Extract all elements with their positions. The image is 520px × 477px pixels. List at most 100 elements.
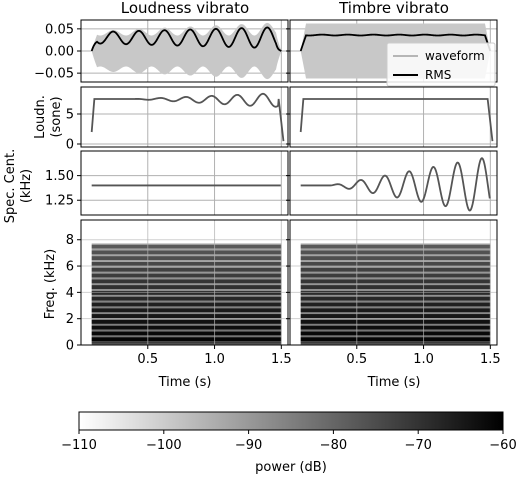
ytick-label: 0.05 xyxy=(45,22,74,37)
ytick-label: 2 xyxy=(66,312,74,327)
plot-panels: 0.05 0.00 −0.05 5 0 1.50 1.25 8 6 4 2 0 0.5 1.0 1.5 0.5… xyxy=(34,19,501,367)
ytick-label: 5 xyxy=(66,108,74,123)
rms-line xyxy=(299,33,492,52)
ylabel-centroid-line1: Spec. Cent. xyxy=(3,149,18,223)
harmonic-band xyxy=(300,256,491,261)
harmonic-band xyxy=(300,279,491,284)
ytick-label: 0 xyxy=(66,138,74,153)
colorbar-tick-label: −80 xyxy=(320,438,347,453)
harmonic-halo xyxy=(300,272,491,280)
harmonic-band xyxy=(91,308,282,313)
ytick-label: 0 xyxy=(66,339,74,354)
harmonic-halo xyxy=(300,295,491,303)
xtick-label: 1.0 xyxy=(413,352,434,367)
harmonic-halo xyxy=(91,283,282,291)
xtick-label: 1.5 xyxy=(271,352,292,367)
harmonic-halo xyxy=(91,266,282,274)
axes-frame xyxy=(289,86,498,148)
harmonic-halo xyxy=(300,300,491,308)
harmonic-band xyxy=(300,337,491,342)
axes-frame xyxy=(80,219,289,346)
harmonic-band xyxy=(91,341,282,345)
harmonic-halo xyxy=(91,277,282,285)
harmonic-halo xyxy=(91,318,282,326)
harmonic-band xyxy=(91,319,282,324)
loudness-line xyxy=(90,92,285,142)
harmonic-halo xyxy=(91,300,282,308)
harmonic-band xyxy=(300,319,491,324)
harmonic-halo xyxy=(300,248,491,256)
harmonic-band xyxy=(91,337,282,342)
ylabel-loudness: Loudn. (sone) xyxy=(33,95,64,139)
harmonic-halo xyxy=(300,318,491,326)
harmonic-halo xyxy=(91,329,282,337)
harmonic-band xyxy=(91,256,282,261)
harmonic-band xyxy=(300,302,491,307)
colorbar-tick-label: −60 xyxy=(489,438,516,453)
harmonic-halo xyxy=(91,289,282,297)
rms-line xyxy=(90,26,282,52)
ylabel-centroid-line2: (kHz) xyxy=(19,169,34,203)
spectrogram-1 xyxy=(290,220,497,345)
axes-frame xyxy=(289,150,498,216)
harmonic-halo xyxy=(91,295,282,303)
xtick-label: 0.5 xyxy=(346,352,367,367)
ylabel-frequency: Freq. (kHz) xyxy=(43,249,58,319)
harmonic-band xyxy=(300,325,491,330)
harmonic-band xyxy=(300,331,491,336)
colorbar-tick-label: −70 xyxy=(404,438,431,453)
harmonic-band xyxy=(91,250,282,255)
harmonic-band xyxy=(300,285,491,290)
harmonic-band xyxy=(91,261,282,266)
harmonic-halo xyxy=(91,312,282,320)
harmonic-halo xyxy=(300,306,491,314)
harmonic-halo xyxy=(91,306,282,314)
harmonic-band xyxy=(91,331,282,336)
harmonic-halo xyxy=(300,266,491,274)
harmonic-halo xyxy=(300,283,491,291)
harmonic-halo xyxy=(91,243,282,251)
ylabel-loudness-line2: (sone) xyxy=(49,96,64,137)
xlabel-left: Time (s) xyxy=(158,375,212,390)
harmonic-halo xyxy=(300,254,491,262)
colorbar-tick-label: −110 xyxy=(61,438,97,453)
xtick-label: 0.5 xyxy=(137,352,158,367)
harmonic-halo xyxy=(91,260,282,268)
ytick-label: 6 xyxy=(66,260,74,275)
harmonic-halo xyxy=(300,243,491,251)
harmonic-halo xyxy=(300,260,491,268)
harmonic-halo xyxy=(91,248,282,256)
harmonic-halo xyxy=(91,324,282,332)
axes-frame xyxy=(80,86,289,148)
axes-frame xyxy=(80,150,289,216)
column-title-timbre-vibrato: Timbre vibrato xyxy=(338,0,449,17)
harmonic-band xyxy=(300,290,491,295)
harmonic-band xyxy=(300,273,491,278)
xtick-label: 1.0 xyxy=(204,352,225,367)
legend: waveform RMS xyxy=(386,42,496,87)
harmonic-band xyxy=(300,261,491,266)
waveform-fill xyxy=(91,22,282,80)
ylabel-centroid: Spec. Cent. (kHz) xyxy=(3,149,34,223)
harmonic-halo xyxy=(91,272,282,280)
ytick-label: 0.00 xyxy=(45,45,74,60)
harmonic-band xyxy=(300,250,491,255)
ytick-label: 1.25 xyxy=(45,194,74,209)
harmonic-halo xyxy=(91,254,282,262)
harmonic-band xyxy=(300,244,491,249)
ylabel-loudness-line1: Loudn. xyxy=(33,95,48,139)
harmonic-band xyxy=(91,244,282,249)
xtick-label: 1.5 xyxy=(480,352,501,367)
harmonic-band xyxy=(91,273,282,278)
harmonic-halo xyxy=(300,329,491,337)
loudness-line xyxy=(299,98,494,142)
ytick-label: 1.50 xyxy=(45,169,74,184)
ytick-label: −0.05 xyxy=(34,67,74,82)
harmonic-band xyxy=(91,314,282,319)
xlabel-right: Time (s) xyxy=(367,375,421,390)
ytick-label: 4 xyxy=(66,286,74,301)
axes-frame xyxy=(80,19,289,83)
spectrogram-0 xyxy=(81,220,288,345)
column-title-loudness-vibrato: Loudness vibrato xyxy=(121,0,249,17)
